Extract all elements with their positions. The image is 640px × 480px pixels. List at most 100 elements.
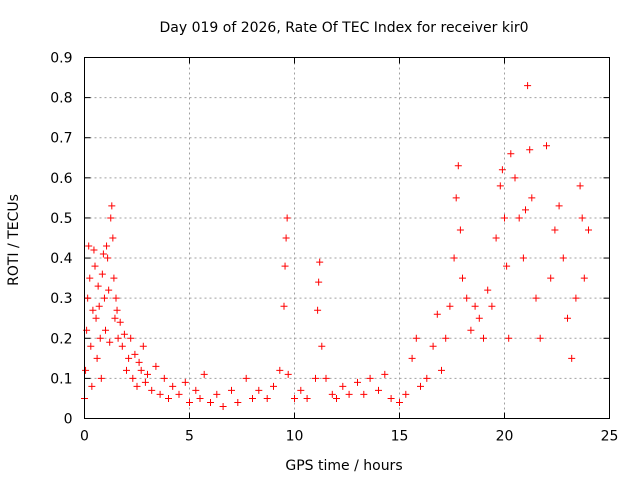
y-tick-label: 0.1 [50, 371, 72, 387]
data-point [109, 234, 117, 242]
plot-frame [84, 57, 610, 419]
data-point [86, 274, 94, 282]
y-tick-label: 0.7 [50, 131, 72, 147]
data-point [528, 194, 536, 202]
data-point [412, 334, 420, 342]
data-point [282, 234, 290, 242]
data-point [505, 334, 513, 342]
data-point [120, 330, 128, 338]
data-point [160, 374, 168, 382]
data-point [106, 338, 114, 346]
data-point [280, 302, 288, 310]
data-point [263, 394, 271, 402]
data-point [543, 142, 550, 150]
data-point [99, 250, 107, 258]
data-point [105, 286, 113, 294]
data-point [228, 386, 235, 394]
data-point [429, 342, 437, 350]
data-point [402, 390, 410, 398]
data-point [131, 350, 139, 358]
y-tick-label: 0.9 [50, 51, 72, 67]
data-point [111, 314, 119, 322]
data-point [135, 358, 143, 366]
x-tick-label: 15 [391, 429, 409, 445]
data-point [564, 314, 571, 322]
data-point [90, 246, 98, 254]
data-point [87, 342, 95, 350]
data-point [152, 362, 160, 370]
data-point [522, 206, 529, 214]
data-point [144, 370, 151, 378]
data-point [100, 294, 108, 302]
data-point [433, 310, 441, 318]
data-point [568, 354, 576, 362]
data-point [442, 334, 450, 342]
data-point [297, 386, 305, 394]
data-point [141, 378, 149, 386]
data-point [572, 294, 580, 302]
data-point [186, 398, 193, 406]
data-point [88, 382, 96, 390]
data-point [207, 398, 214, 406]
data-point [501, 214, 508, 222]
data-point [82, 366, 90, 374]
data-point [85, 242, 93, 250]
data-point [423, 374, 431, 382]
data-point [456, 226, 464, 234]
data-point [312, 374, 319, 382]
data-point [108, 202, 116, 210]
data-point [318, 342, 326, 350]
data-point [234, 398, 242, 406]
data-point [192, 386, 200, 394]
data-point [315, 278, 323, 286]
data-point [314, 306, 322, 314]
data-point [408, 354, 416, 362]
data-point [95, 302, 103, 310]
data-point [492, 234, 500, 242]
x-tick-label: 25 [601, 429, 619, 445]
data-point [322, 374, 330, 382]
data-point [118, 342, 126, 350]
data-point [137, 366, 145, 374]
data-point [496, 182, 504, 190]
data-point [446, 302, 454, 310]
data-point [459, 274, 466, 282]
data-point [291, 394, 298, 402]
y-tick-label: 0 [64, 412, 73, 428]
data-point [484, 286, 492, 294]
data-points [81, 82, 592, 410]
data-point [169, 382, 177, 390]
data-point [110, 274, 118, 282]
x-tick-label: 5 [185, 429, 194, 445]
data-point [559, 254, 567, 262]
data-point [503, 262, 511, 270]
data-point [526, 146, 534, 154]
data-point [488, 302, 496, 310]
y-tick-label: 0.3 [50, 291, 72, 307]
data-point [475, 314, 483, 322]
data-point [467, 326, 475, 334]
data-point [133, 382, 141, 390]
data-point [463, 294, 471, 302]
data-point [129, 374, 137, 382]
data-point [148, 386, 156, 394]
y-tick-label: 0.2 [50, 331, 72, 347]
data-point [276, 366, 284, 374]
data-point [396, 398, 403, 406]
data-point [127, 334, 135, 342]
data-point [333, 394, 340, 402]
data-point [196, 394, 204, 402]
data-point [242, 374, 250, 382]
data-point [366, 374, 374, 382]
data-point [511, 174, 519, 182]
data-point [555, 202, 563, 210]
data-point [84, 294, 92, 302]
data-point [213, 390, 221, 398]
data-point [345, 390, 353, 398]
data-point [316, 258, 324, 266]
data-point [281, 262, 289, 270]
data-point [547, 274, 555, 282]
x-axis-title: GPS time / hours [285, 458, 402, 474]
data-point [89, 306, 97, 314]
